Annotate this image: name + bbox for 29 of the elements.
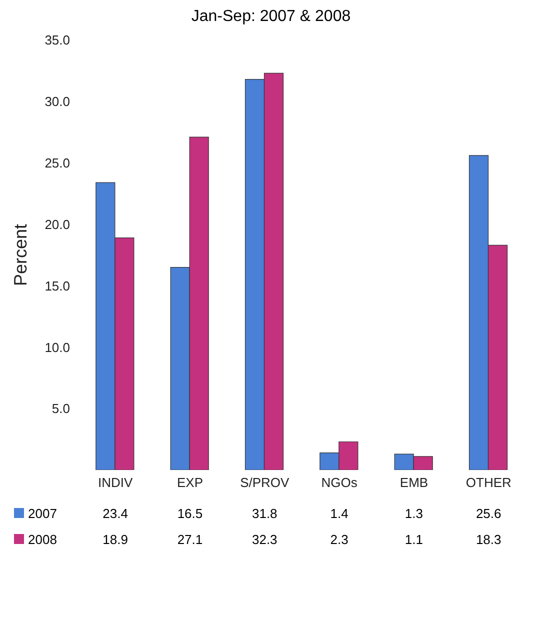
legend-label: 2007 bbox=[28, 506, 57, 520]
x-tick-label: OTHER bbox=[466, 475, 512, 490]
data-label: 1.1 bbox=[404, 532, 424, 546]
data-label: 1.3 bbox=[404, 506, 424, 520]
legend-label: 2008 bbox=[28, 532, 57, 546]
data-label: 16.5 bbox=[176, 506, 204, 520]
x-tick-label: EMB bbox=[400, 475, 428, 490]
data-label: 2.3 bbox=[329, 532, 350, 546]
data-label: 27.1 bbox=[176, 532, 204, 546]
x-tick-label: EXP bbox=[176, 475, 204, 490]
y-axis-title: Percent bbox=[10, 224, 30, 286]
y-tick-label: 30.0 bbox=[44, 94, 70, 110]
y-tick-label: 25.0 bbox=[44, 155, 70, 170]
x-tick-label: INDIV bbox=[98, 475, 133, 490]
y-tick-label: 15.0 bbox=[44, 278, 70, 294]
x-tick-label: NGOs bbox=[321, 475, 358, 490]
data-label: 18.3 bbox=[474, 532, 502, 546]
x-tick-label: S/PROV bbox=[240, 475, 290, 490]
data-label: 32.3 bbox=[250, 532, 278, 546]
y-tick-label: 10.0 bbox=[44, 340, 70, 355]
chart-title: Jan-Sep: 2007 & 2008 bbox=[190, 8, 352, 27]
y-tick-label: 35.0 bbox=[44, 32, 70, 48]
data-label: 25.6 bbox=[474, 506, 502, 520]
y-tick-label: 20.0 bbox=[44, 216, 70, 232]
y-tick-label: 5.0 bbox=[52, 401, 70, 416]
data-label: 23.4 bbox=[102, 506, 129, 520]
data-label: 31.8 bbox=[250, 506, 278, 520]
data-label: 1.4 bbox=[329, 506, 350, 520]
data-label: 18.9 bbox=[102, 532, 129, 546]
